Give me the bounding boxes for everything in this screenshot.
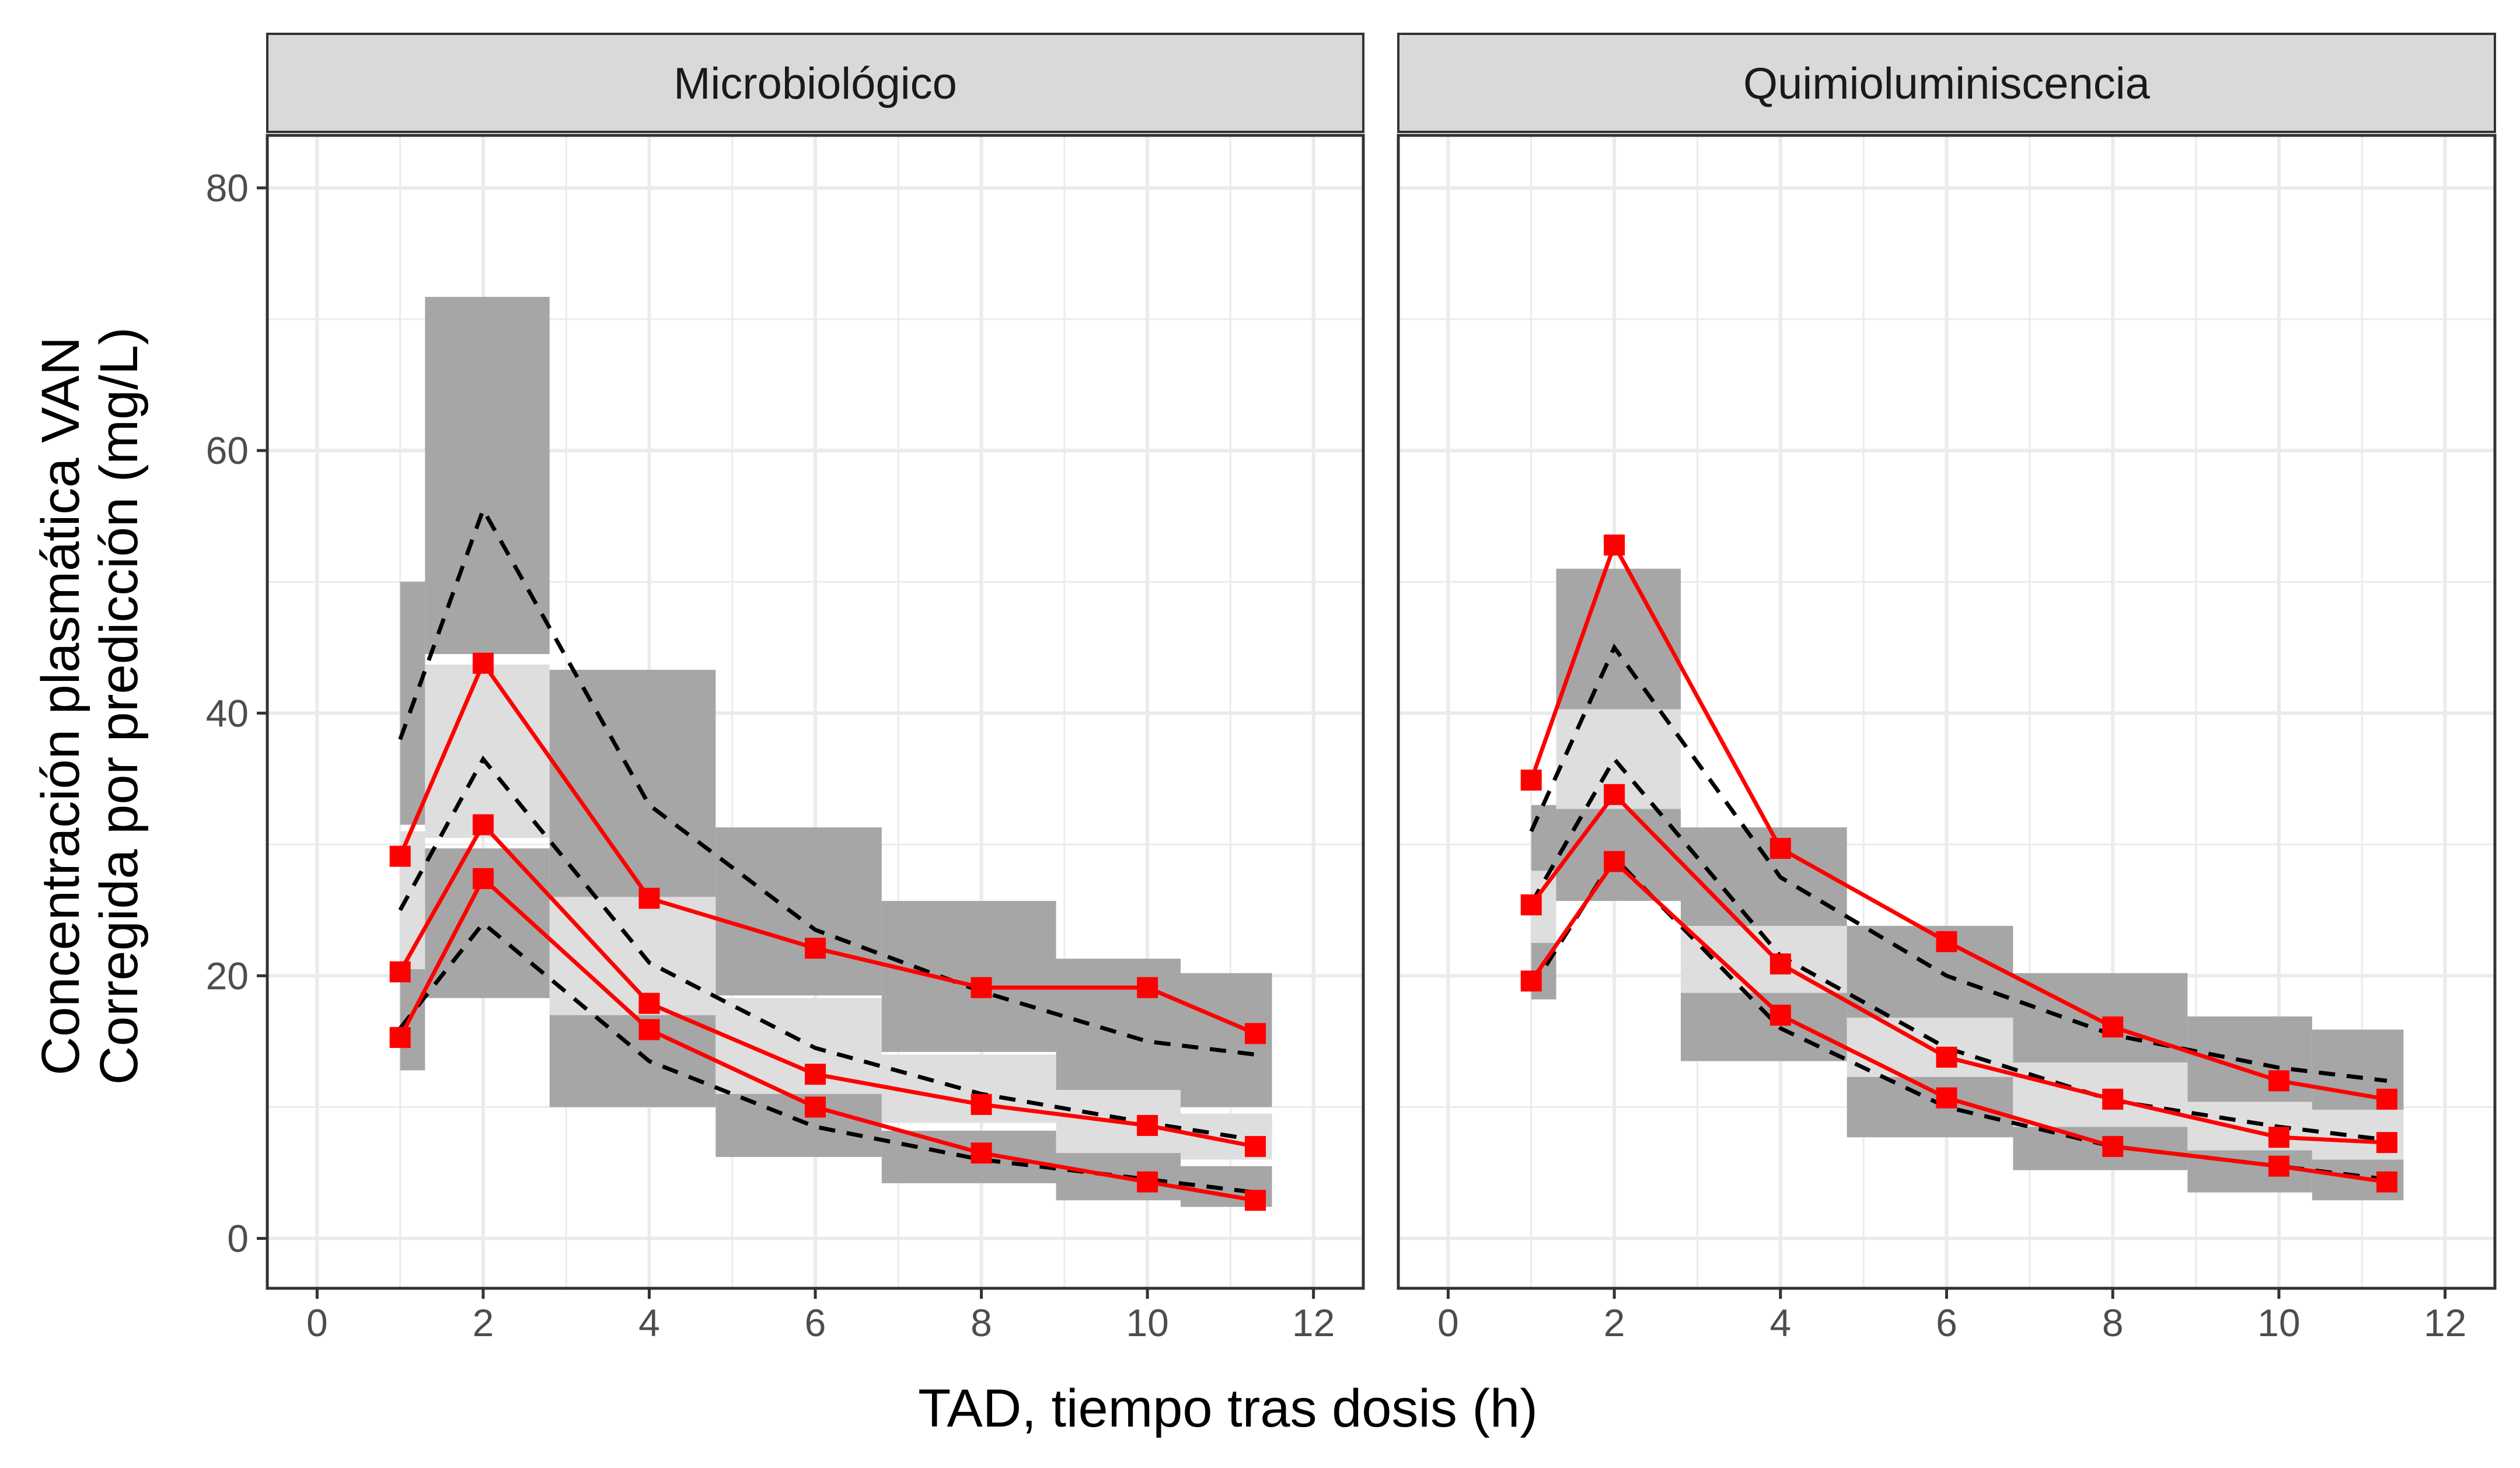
observed-point-p50 (1137, 1114, 1158, 1136)
observed-point-p05 (2376, 1171, 2397, 1193)
observed-point-p05 (1520, 970, 1542, 992)
observed-point-p50 (1769, 953, 1791, 975)
x-tick-label: 10 (2257, 1301, 2300, 1344)
ci-band-median (715, 998, 882, 1094)
observed-point-p95 (638, 887, 660, 909)
x-tick-label: 2 (1604, 1301, 1625, 1344)
observed-point-p05 (472, 868, 494, 889)
y-tick-label: 40 (206, 691, 249, 735)
ci-band-p95 (1847, 925, 2013, 1018)
ci-band-p95 (1556, 568, 1681, 709)
observed-point-p95 (805, 938, 826, 959)
y-axis-title-line2: Corregida por predicción (mg/L) (89, 327, 149, 1085)
y-axis-title-line1: Concentración plasmática VAN (31, 337, 90, 1075)
ci-band-p05 (1556, 801, 1681, 901)
x-tick-label: 2 (473, 1301, 494, 1344)
observed-point-p50 (389, 961, 411, 983)
ci-band-median (549, 897, 716, 1015)
observed-point-p05 (805, 1096, 826, 1118)
predicted-line-p95 (398, 505, 1256, 1057)
x-tick-label: 6 (805, 1301, 826, 1344)
observed-point-p05 (638, 1019, 660, 1040)
ci-band-p95 (715, 827, 882, 996)
ci-band-p95 (425, 296, 550, 654)
observed-point-p95 (2102, 1016, 2124, 1038)
observed-point-p05 (1245, 1190, 1266, 1211)
x-tick-label: 4 (1769, 1301, 1791, 1344)
observed-point-p50 (805, 1064, 826, 1085)
y-tick-label: 60 (206, 429, 249, 472)
observed-point-p50 (971, 1093, 992, 1115)
x-tick-label: 8 (971, 1301, 992, 1344)
x-tick-label: 12 (1292, 1301, 1335, 1344)
ci-band-p95 (549, 669, 716, 897)
observed-point-p05 (1936, 1087, 1957, 1109)
x-tick-label: 0 (306, 1301, 328, 1344)
observed-point-p95 (1520, 770, 1542, 791)
observed-point-p05 (389, 1027, 411, 1048)
observed-point-p50 (1604, 784, 1625, 805)
observed-point-p95 (1137, 977, 1158, 998)
x-tick-label: 8 (2102, 1301, 2124, 1344)
observed-point-p05 (2268, 1155, 2289, 1177)
observed-point-p95 (389, 845, 411, 867)
ci-band-p95 (1680, 827, 1847, 928)
observed-point-p95 (971, 977, 992, 998)
ci-band-p05 (1056, 1149, 1181, 1201)
panel-strip-label: Quimioluminiscencia (1743, 59, 2151, 109)
observed-point-p50 (2376, 1132, 2397, 1154)
observed-point-p50 (472, 814, 494, 836)
x-tick-label: 12 (2424, 1301, 2466, 1344)
panel-2: Quimioluminiscencia 0 2 4 6 8 10 12 (1397, 33, 2497, 1344)
x-axis-title: TAD, tiempo tras dosis (h) (918, 1379, 1538, 1438)
observed-point-p95 (1604, 534, 1625, 556)
observed-point-p05 (2102, 1135, 2124, 1157)
panel-plot-area (267, 135, 1363, 1288)
y-tick-label: 20 (206, 954, 249, 997)
predicted-line-p50 (1529, 755, 2388, 1142)
ci-band-p05 (1680, 992, 1847, 1061)
panel-plot-area (1398, 135, 2495, 1288)
observed-point-p50 (638, 992, 660, 1014)
observed-point-p05 (1137, 1171, 1158, 1193)
observed-point-p95 (472, 652, 494, 674)
observed-point-p50 (2268, 1127, 2289, 1148)
y-tick-label: 80 (206, 166, 249, 209)
ci-band-p95 (2187, 1016, 2312, 1103)
ci-band-median (2187, 1102, 2312, 1151)
observed-point-p05 (971, 1142, 992, 1164)
observed-point-p95 (1769, 838, 1791, 859)
x-tick-label: 0 (1437, 1301, 1459, 1344)
panel-1: Microbiológico 0 2 4 6 8 10 12 0 20 40 60 80 (206, 33, 1365, 1344)
observed-point-p50 (1245, 1135, 1266, 1157)
panel-strip-label: Microbiológico (673, 59, 957, 109)
ci-band-p05 (2013, 1127, 2188, 1170)
x-tick-label: 4 (638, 1301, 660, 1344)
ci-band-p95 (881, 901, 1056, 1052)
observed-point-p50 (1520, 894, 1542, 915)
ci-band-p05 (549, 1011, 716, 1107)
observed-point-p50 (1936, 1046, 1957, 1068)
observed-point-p50 (2102, 1088, 2124, 1110)
ci-band-p05 (1847, 1076, 2013, 1138)
y-tick-label: 0 (227, 1217, 249, 1260)
panel-strip (266, 33, 1364, 133)
y-axis-title: Concentración plasmática VAN Corregida p… (31, 327, 149, 1085)
panel-strip (1397, 33, 2496, 133)
observed-point-p05 (1769, 1004, 1791, 1026)
x-tick-label: 6 (1936, 1301, 1957, 1344)
observed-point-p95 (1245, 1023, 1266, 1044)
ci-band-p95 (1056, 959, 1181, 1090)
observed-point-p95 (1936, 931, 1957, 952)
observed-point-p95 (2268, 1070, 2289, 1092)
x-tick-label: 10 (1126, 1301, 1168, 1344)
observed-point-p95 (2376, 1088, 2397, 1110)
predicted-line-p95 (1529, 643, 2388, 1083)
observed-point-p05 (1604, 851, 1625, 872)
